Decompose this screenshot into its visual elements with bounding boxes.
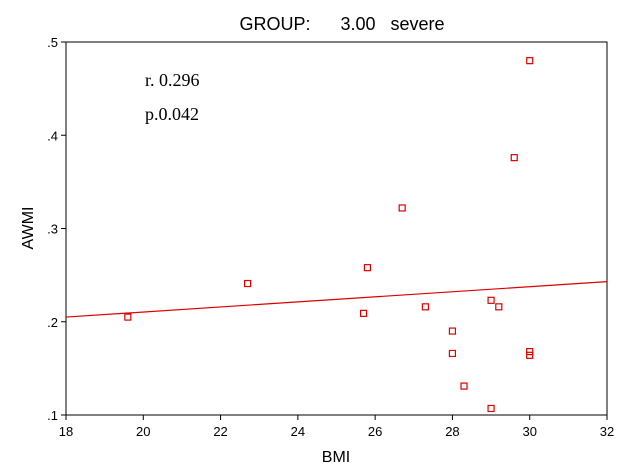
data-point <box>421 303 429 311</box>
x-tick-label: 24 <box>291 424 305 439</box>
data-point <box>487 404 495 413</box>
data-points <box>124 57 534 413</box>
data-point <box>398 204 406 212</box>
y-axis-ticks: .1 .2 .3 .4 .5 <box>47 35 66 423</box>
x-tick-label: 30 <box>522 424 536 439</box>
annotation-p-value: p.0.042 <box>145 104 199 124</box>
data-point <box>526 347 534 356</box>
data-point <box>363 264 372 272</box>
x-tick-label: 18 <box>59 424 73 439</box>
annotation-r-value: r. 0.296 <box>145 70 200 90</box>
data-point <box>460 382 468 390</box>
fit-line <box>65 281 608 318</box>
data-point <box>359 309 368 317</box>
data-point <box>448 327 457 335</box>
y-tick-label: .3 <box>47 222 58 237</box>
data-point <box>124 313 132 321</box>
x-tick-label: 26 <box>368 424 382 439</box>
y-tick-label: .2 <box>47 315 58 330</box>
x-tick-label: 32 <box>600 424 614 439</box>
data-point <box>526 57 534 65</box>
data-point <box>495 303 503 311</box>
y-tick-label: .5 <box>47 35 58 50</box>
x-tick-label: 22 <box>213 424 227 439</box>
data-point <box>487 296 495 304</box>
x-tick-label: 20 <box>136 424 150 439</box>
data-point <box>448 349 457 358</box>
chart-title: GROUP: 3.00 severe <box>239 14 444 34</box>
y-axis-title: AWMI <box>20 207 37 250</box>
y-tick-label: .1 <box>47 408 58 423</box>
x-axis-ticks: 18 20 22 24 26 28 30 32 <box>59 415 614 439</box>
data-point <box>510 154 518 162</box>
data-point <box>526 351 534 359</box>
x-axis-title: BMI <box>322 449 350 466</box>
x-tick-label: 28 <box>445 424 459 439</box>
y-tick-label: .4 <box>47 128 58 143</box>
data-point <box>244 279 252 288</box>
